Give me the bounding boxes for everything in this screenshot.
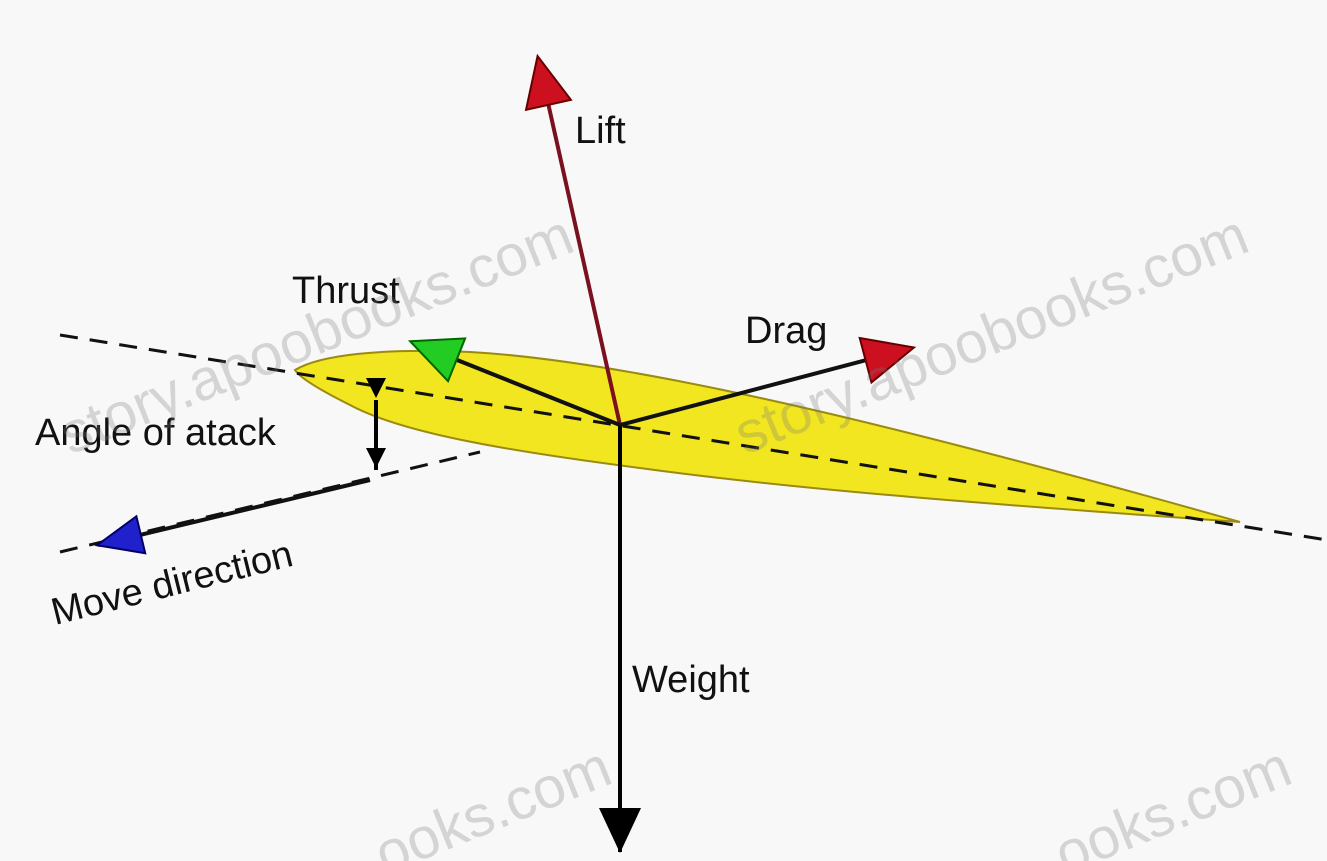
- thrust-arrow: [407, 337, 621, 427]
- drag-arrow: [619, 336, 917, 427]
- chord-line: [59, 333, 1327, 542]
- label: Lift: [575, 110, 626, 152]
- label: Drag: [745, 310, 827, 352]
- label: Thrust: [292, 270, 400, 312]
- label: Weight: [632, 659, 750, 701]
- airfoil: [293, 349, 1241, 523]
- lift-arrow: [524, 53, 622, 426]
- label: Angle of atack: [35, 412, 277, 454]
- move-arrow: [94, 478, 371, 555]
